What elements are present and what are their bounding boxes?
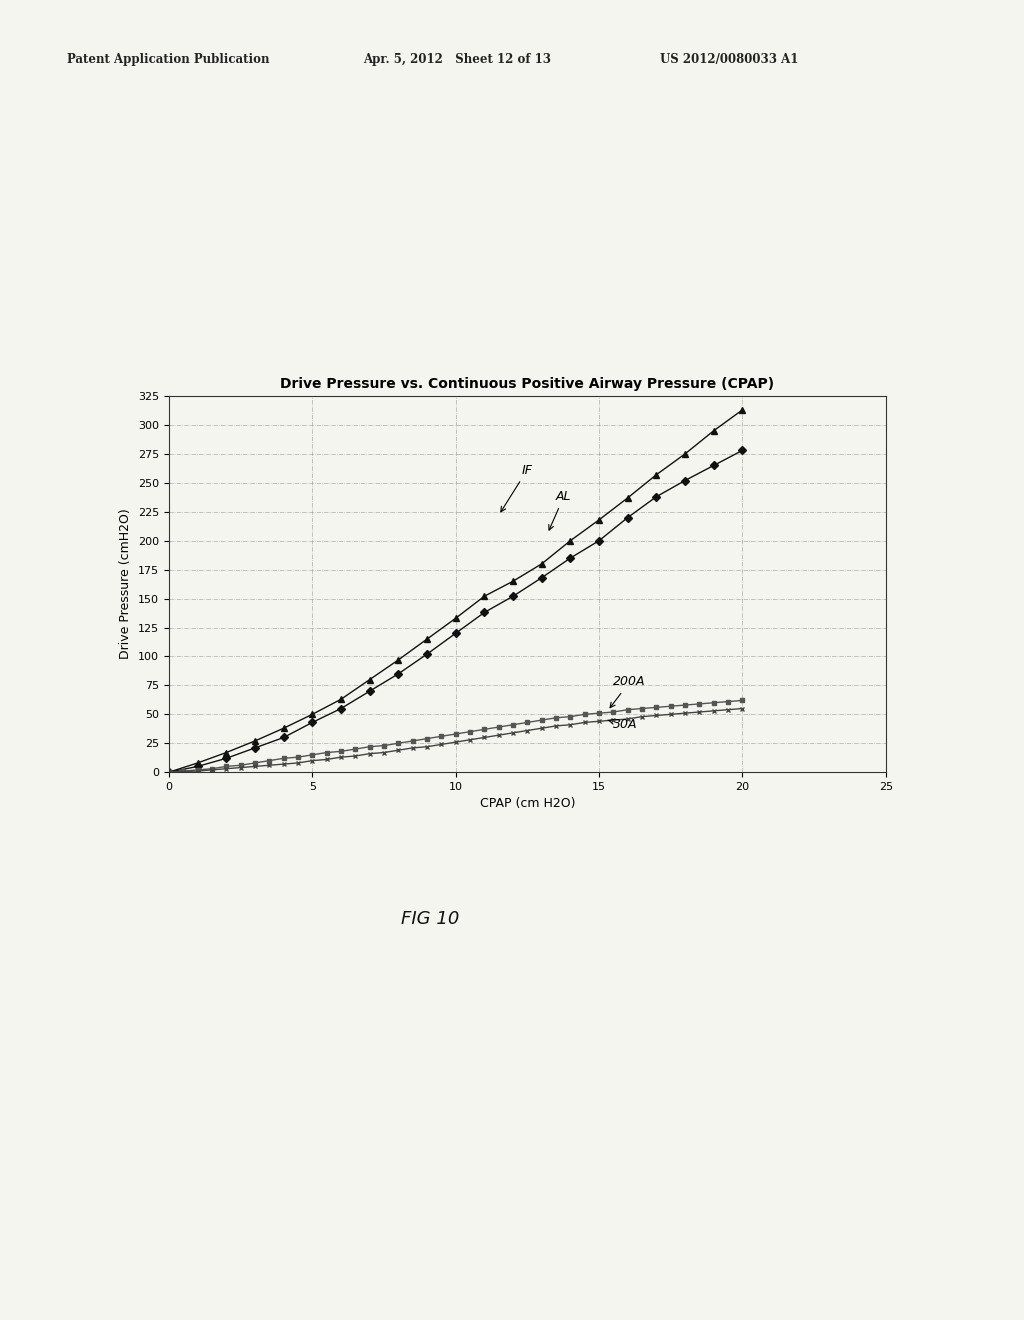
Text: IF: IF [501, 463, 532, 512]
Text: Apr. 5, 2012   Sheet 12 of 13: Apr. 5, 2012 Sheet 12 of 13 [364, 53, 552, 66]
Y-axis label: Drive Pressure (cmH2O): Drive Pressure (cmH2O) [120, 508, 132, 660]
Text: FIG 10: FIG 10 [400, 909, 460, 928]
Text: 200A: 200A [610, 676, 646, 708]
Text: Patent Application Publication: Patent Application Publication [67, 53, 269, 66]
Text: 30A: 30A [608, 718, 638, 731]
X-axis label: CPAP (cm H2O): CPAP (cm H2O) [479, 797, 575, 810]
Title: Drive Pressure vs. Continuous Positive Airway Pressure (CPAP): Drive Pressure vs. Continuous Positive A… [281, 376, 774, 391]
Text: AL: AL [549, 490, 571, 531]
Text: US 2012/0080033 A1: US 2012/0080033 A1 [660, 53, 799, 66]
